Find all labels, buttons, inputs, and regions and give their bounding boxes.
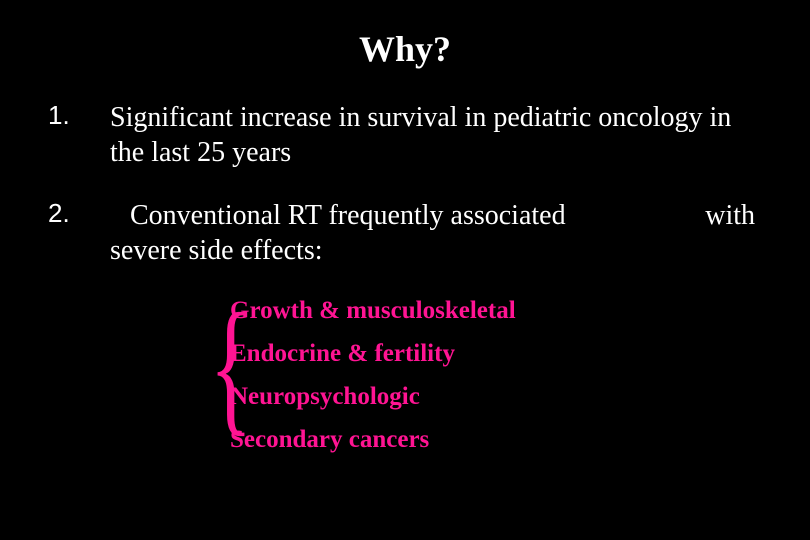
list-text-2-part1: Conventional RT frequently associated [110,198,566,233]
sublist: Growth & musculoskeletal Endocrine & fer… [230,296,770,455]
sublist-item-4: Secondary cancers [230,425,770,455]
sublist-item-2: Endocrine & fertility [230,339,770,369]
list-item-2: 2. Conventional RT frequently associated… [40,198,770,268]
list-text-2-row1: Conventional RT frequently associated wi… [110,198,760,233]
list-text-1: Significant increase in survival in pedi… [110,100,770,170]
list-text-2: Conventional RT frequently associated wi… [110,198,770,268]
brace-icon: { [209,291,252,441]
list-number-1: 1. [40,100,110,170]
list-text-2-part2: with [705,198,760,233]
slide-container: Why? 1. Significant increase in survival… [0,0,810,540]
list-item-1: 1. Significant increase in survival in p… [40,100,770,170]
sublist-item-3: Neuropsychologic [230,382,770,412]
sublist-item-1: Growth & musculoskeletal [230,296,770,326]
list-text-2-line2: severe side effects: [110,233,760,268]
slide-title: Why? [40,28,770,70]
list-number-2: 2. [40,198,110,268]
sublist-container: { Growth & musculoskeletal Endocrine & f… [230,296,770,455]
